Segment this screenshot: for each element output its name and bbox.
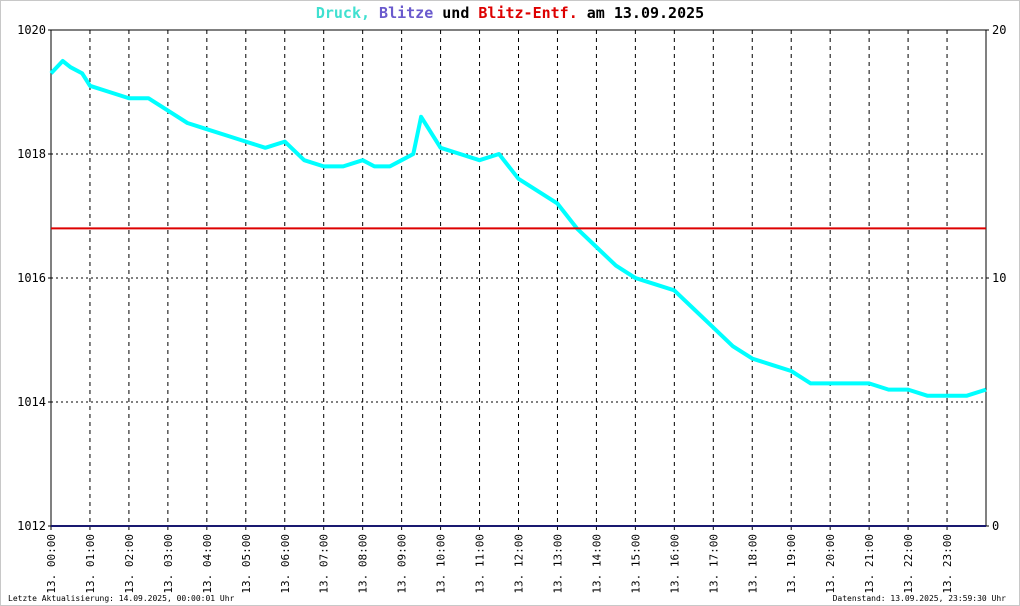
x-tick-label: 13. 10:00 — [435, 534, 448, 594]
y-left-tick-label: 1018 — [17, 147, 46, 161]
footer-data-status: Datenstand: 13.09.2025, 23:59:30 Uhr — [832, 594, 1006, 603]
x-tick-label: 13. 00:00 — [45, 534, 58, 594]
y-left-tick-label: 1014 — [17, 395, 46, 409]
x-tick-label: 13. 09:00 — [396, 534, 409, 594]
pressure-series-line — [49, 59, 987, 398]
x-tick-label: 13. 17:00 — [707, 534, 720, 594]
x-tick-label: 13. 07:00 — [318, 534, 331, 594]
x-tick-label: 13. 02:00 — [123, 534, 136, 594]
x-tick-label: 13. 22:00 — [902, 534, 915, 594]
y-left-tick-label: 1016 — [17, 271, 46, 285]
x-tick-label: 13. 06:00 — [279, 534, 292, 594]
x-tick-label: 13. 15:00 — [629, 534, 642, 594]
y-right-tick-label: 10 — [992, 271, 1006, 285]
y-left-tick-label: 1012 — [17, 519, 46, 533]
x-tick-label: 13. 20:00 — [824, 534, 837, 594]
title-comma: , — [360, 4, 380, 22]
x-tick-label: 13. 18:00 — [746, 534, 759, 594]
x-tick-label: 13. 16:00 — [668, 534, 681, 594]
y-right-tick-label: 0 — [992, 519, 999, 533]
y-left-tick-label: 1020 — [17, 23, 46, 37]
x-tick-label: 13. 19:00 — [785, 534, 798, 594]
x-tick-label: 13. 14:00 — [590, 534, 603, 594]
x-tick-label: 13. 08:00 — [357, 534, 370, 594]
title-lightning-distance: Blitz-Entf. — [478, 4, 578, 22]
x-tick-label: 13. 01:00 — [84, 534, 97, 594]
x-tick-label: 13. 04:00 — [201, 534, 214, 594]
title-date: am 13.09.2025 — [577, 4, 705, 22]
chart-title: Druck, Blitze und Blitz-Entf. am 13.09.2… — [0, 4, 1020, 22]
x-tick-label: 13. 13:00 — [551, 534, 564, 594]
y-right-tick-label: 20 — [992, 23, 1006, 37]
x-tick-label: 13. 05:00 — [240, 534, 253, 594]
x-tick-label: 13. 21:00 — [863, 534, 876, 594]
x-tick-label: 13. 11:00 — [474, 534, 487, 594]
x-tick-label: 13. 03:00 — [162, 534, 175, 594]
title-and: und — [433, 4, 479, 22]
x-tick-label: 13. 23:00 — [941, 534, 954, 594]
title-lightning: Blitze — [379, 4, 434, 22]
x-tick-label: 13. 12:00 — [513, 534, 526, 594]
title-pressure: Druck — [315, 4, 361, 22]
footer-last-update: Letzte Aktualisierung: 14.09.2025, 00:00… — [8, 594, 235, 603]
